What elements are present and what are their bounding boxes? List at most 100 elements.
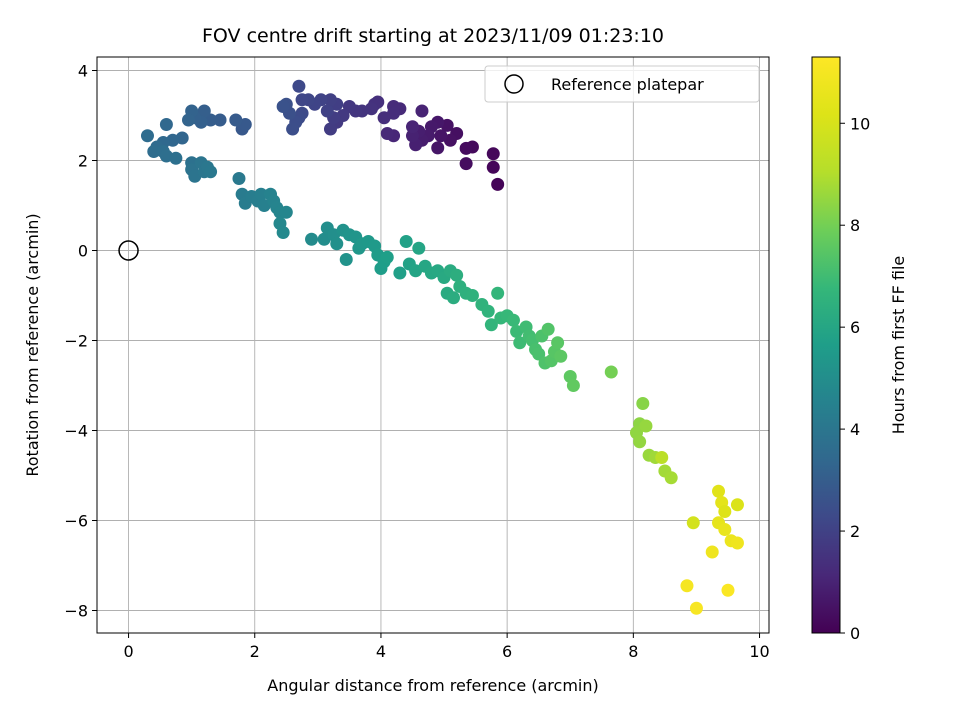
y-tick-label: 2 bbox=[78, 152, 88, 171]
scatter-point bbox=[680, 579, 694, 593]
scatter-point bbox=[276, 100, 290, 113]
scatter-point bbox=[380, 250, 394, 264]
scatter-point bbox=[705, 545, 719, 559]
colorbar-tick-label: 0 bbox=[850, 624, 860, 643]
scatter-point bbox=[295, 93, 309, 107]
scatter-point bbox=[459, 157, 473, 171]
scatter-point bbox=[447, 291, 461, 305]
y-tick-label: −4 bbox=[64, 422, 88, 441]
x-tick-label: 2 bbox=[250, 642, 260, 661]
scatter-point bbox=[254, 187, 268, 201]
scatter-point bbox=[342, 100, 356, 113]
scatter-point bbox=[286, 122, 300, 136]
scatter-point bbox=[399, 235, 413, 248]
scatter-point bbox=[636, 397, 650, 410]
scatter-point bbox=[551, 336, 565, 350]
scatter-point bbox=[730, 536, 744, 550]
scatter-point bbox=[323, 93, 337, 107]
scatter-point bbox=[465, 289, 479, 302]
colorbar-tick-label: 10 bbox=[850, 114, 870, 133]
scatter-point bbox=[197, 104, 211, 118]
x-tick-label: 10 bbox=[749, 642, 769, 661]
scatter-point bbox=[380, 127, 394, 140]
scatter-point bbox=[405, 120, 419, 134]
scatter-point bbox=[147, 145, 161, 158]
y-tick-label: 0 bbox=[78, 242, 88, 261]
scatter-point bbox=[330, 237, 344, 251]
scatter-point bbox=[639, 419, 653, 433]
legend-marker-open-circle bbox=[504, 74, 524, 94]
plot-frame bbox=[96, 56, 770, 634]
scatter-point bbox=[712, 484, 726, 498]
scatter-point bbox=[730, 498, 744, 512]
scatter-point bbox=[486, 147, 500, 161]
scatter-point bbox=[506, 313, 520, 327]
scatter-point bbox=[292, 79, 306, 93]
scatter-point bbox=[541, 322, 555, 336]
scatter-point bbox=[434, 129, 448, 143]
scatter-point bbox=[276, 226, 290, 239]
scatter-point bbox=[159, 118, 173, 131]
scatter-point bbox=[513, 336, 527, 350]
scatter-point bbox=[415, 104, 429, 118]
scatter-point bbox=[459, 141, 473, 155]
y-tick-label: −8 bbox=[64, 602, 88, 621]
scatter-point bbox=[140, 129, 154, 143]
chart-title: FOV centre drift starting at 2023/11/09 … bbox=[202, 25, 664, 47]
y-tick-label: 4 bbox=[78, 62, 88, 81]
scatter-point bbox=[339, 253, 353, 266]
scatter-point bbox=[604, 365, 618, 379]
reference-marker bbox=[118, 240, 139, 261]
scatter-point bbox=[305, 232, 319, 246]
scatter-point bbox=[323, 122, 337, 136]
scatter-point bbox=[491, 286, 505, 300]
scatter-point bbox=[664, 471, 678, 485]
scatter-point bbox=[377, 111, 391, 125]
scatter-point bbox=[721, 583, 735, 597]
scatter-point bbox=[181, 113, 195, 127]
colorbar-tick-label: 8 bbox=[850, 216, 860, 235]
scatter-point bbox=[486, 160, 500, 174]
scatter-point bbox=[229, 113, 243, 127]
x-tick-label: 0 bbox=[123, 642, 133, 661]
y-axis-ticks: −8 −6 −4 −2 0 2 4 bbox=[64, 62, 97, 621]
colorbar: 0 2 4 6 8 10 Hours from first FF file bbox=[811, 56, 908, 643]
scatter-point bbox=[718, 505, 732, 518]
x-tick-label: 6 bbox=[502, 642, 512, 661]
scatter-point bbox=[405, 129, 419, 143]
scatter-point bbox=[686, 516, 700, 530]
scatter-point bbox=[491, 177, 505, 191]
scatter-point bbox=[450, 268, 464, 282]
reference-platepar-marker bbox=[118, 240, 139, 261]
scatter-point bbox=[169, 151, 183, 165]
x-axis-ticks: 0 2 4 6 8 10 bbox=[123, 633, 770, 661]
scatter-point bbox=[554, 349, 568, 363]
legend-box bbox=[484, 65, 760, 103]
scatter-point bbox=[204, 165, 218, 179]
scatter-point bbox=[213, 113, 227, 127]
plot-background bbox=[97, 57, 769, 633]
colorbar-gradient bbox=[811, 56, 841, 634]
scatter-point bbox=[718, 523, 732, 536]
scatter-point bbox=[320, 104, 334, 118]
x-tick-label: 4 bbox=[376, 642, 386, 661]
scatter-points bbox=[140, 79, 744, 615]
scatter-point bbox=[431, 141, 445, 155]
scatter-point bbox=[484, 318, 498, 332]
plot-area: 0 2 4 6 8 10 −8 −6 −4 −2 0 2 4 bbox=[64, 56, 770, 661]
scatter-point bbox=[393, 266, 407, 280]
scatter-point bbox=[655, 451, 669, 464]
scatter-point bbox=[481, 304, 495, 318]
colorbar-tick-label: 2 bbox=[850, 522, 860, 541]
scatter-point bbox=[232, 172, 246, 185]
scatter-point bbox=[566, 379, 580, 392]
x-tick-label: 8 bbox=[628, 642, 638, 661]
x-axis-label: Angular distance from reference (arcmin) bbox=[267, 676, 598, 695]
legend-label: Reference platepar bbox=[551, 75, 704, 94]
legend: Reference platepar bbox=[484, 65, 760, 103]
scatter-point bbox=[412, 241, 426, 255]
colorbar-ticks: 0 2 4 6 8 10 bbox=[840, 114, 870, 643]
colorbar-label: Hours from first FF file bbox=[889, 256, 908, 435]
scatter-point bbox=[532, 347, 546, 361]
